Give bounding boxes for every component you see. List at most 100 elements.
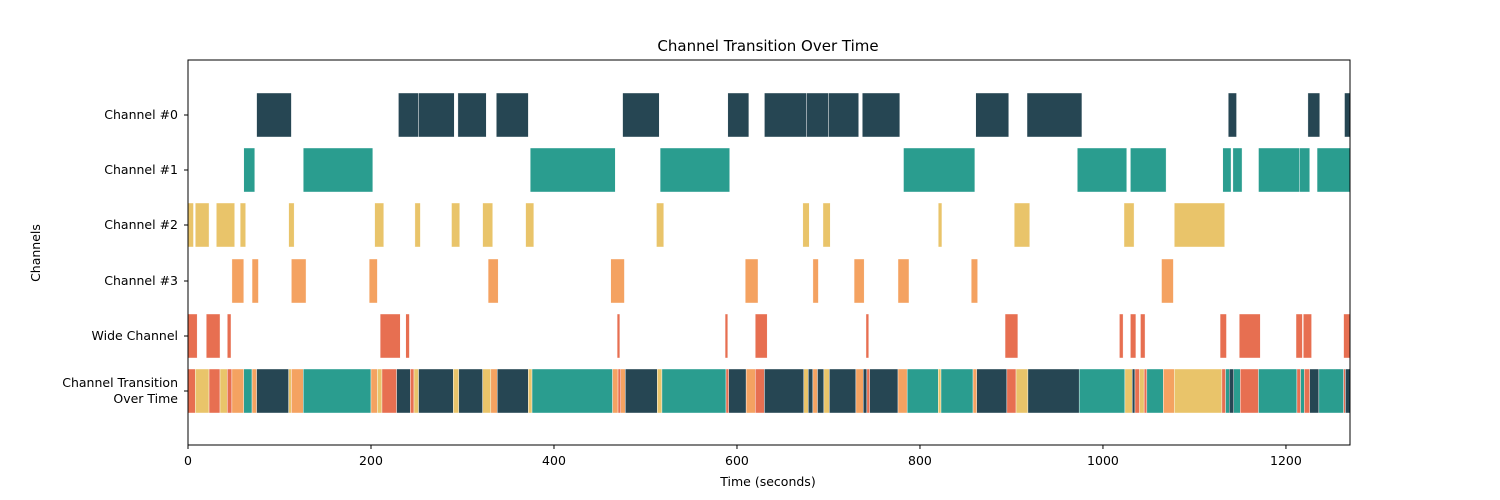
segment-bar: [482, 368, 492, 414]
segment-bar: [1239, 368, 1259, 414]
segment-bar: [303, 147, 374, 193]
segment-bar: [231, 368, 245, 414]
segment-bar: [413, 368, 419, 414]
chart-title: Channel Transition Over Time: [657, 37, 878, 55]
y-axis-label: Channels: [28, 224, 43, 282]
segment-bar: [657, 368, 663, 414]
segment-bar: [291, 258, 307, 304]
segment-bar: [1239, 313, 1261, 359]
segment-bar: [381, 368, 397, 414]
segment-bar: [1174, 202, 1225, 248]
x-axis-label: Time (seconds): [719, 474, 815, 489]
segment-bar: [1295, 313, 1303, 359]
row-3: [231, 258, 1174, 304]
y-tick-label: Channel Transition Over Time: [62, 375, 178, 406]
segment-bar: [940, 368, 974, 414]
segment-bar: [1163, 368, 1175, 414]
segment-bar: [410, 368, 415, 414]
row-5: [187, 368, 1351, 414]
segment-bar: [1015, 368, 1029, 414]
segment-bar: [865, 313, 869, 359]
segment-bar: [216, 202, 235, 248]
segment-bar: [822, 202, 831, 248]
segment-bar: [1014, 202, 1030, 248]
x-axis: 0 200 400 600 800 1000 1200: [184, 445, 1302, 468]
segment-bar: [1119, 313, 1124, 359]
segment-bar: [451, 202, 460, 248]
x-tick-label: 400: [542, 453, 566, 468]
segment-bar: [863, 368, 868, 414]
segment-bar: [862, 92, 901, 138]
segment-bar: [812, 368, 818, 414]
segment-bar: [396, 368, 411, 414]
segment-bar: [288, 202, 295, 248]
segment-bar: [1123, 202, 1135, 248]
segment-bar: [976, 368, 1008, 414]
segment-bar: [1077, 147, 1127, 193]
segment-bar: [231, 258, 245, 304]
segment-bar: [869, 368, 899, 414]
segment-bar: [1318, 368, 1344, 414]
segment-bar: [855, 368, 864, 414]
x-tick-label: 1000: [1087, 453, 1119, 468]
segment-bar: [1344, 92, 1351, 138]
segment-bar: [530, 147, 616, 193]
segment-bar: [379, 313, 401, 359]
segment-bar: [724, 313, 729, 359]
segment-bar: [1233, 368, 1241, 414]
segment-bar: [812, 258, 819, 304]
segment-bar: [1140, 313, 1146, 359]
segment-bar: [1296, 368, 1301, 414]
segment-bar: [828, 92, 859, 138]
segment-bar: [803, 368, 809, 414]
segment-bar: [187, 313, 198, 359]
segment-bar: [938, 368, 942, 414]
y-tick-label: Channel #1: [104, 162, 178, 177]
segment-bar: [418, 92, 455, 138]
segment-bar: [288, 368, 292, 414]
segment-bar: [405, 313, 410, 359]
segment-bar: [487, 258, 499, 304]
y-tick-label: Wide Channel: [92, 328, 178, 343]
segment-bar: [853, 258, 865, 304]
segment-bar: [187, 202, 194, 248]
segment-bar: [1345, 368, 1351, 414]
segment-bar: [377, 368, 383, 414]
y-tick-label: Channel #0: [104, 107, 178, 122]
segment-bar: [1161, 258, 1174, 304]
segment-bar: [903, 147, 976, 193]
segment-bar: [764, 92, 807, 138]
segment-bar: [802, 202, 810, 248]
segment-bar: [1026, 92, 1083, 138]
x-tick-label: 1200: [1270, 453, 1302, 468]
segment-bar: [251, 258, 259, 304]
segment-bar: [482, 202, 493, 248]
segment-bar: [398, 92, 419, 138]
segment-bar: [1222, 147, 1232, 193]
segment-bar: [817, 368, 825, 414]
segment-bar: [1232, 147, 1243, 193]
segment-bar: [725, 368, 729, 414]
segment-bar: [625, 368, 658, 414]
segment-bar: [1139, 368, 1145, 414]
plot-frame: [187, 59, 1351, 446]
segment-bar: [612, 368, 619, 414]
segment-bar: [745, 368, 756, 414]
segment-bar: [617, 368, 621, 414]
x-tick-label: 0: [184, 453, 192, 468]
row-0: [256, 92, 1351, 138]
y-tick-label: Channel #2: [104, 217, 178, 232]
segment-bar: [1132, 368, 1136, 414]
segment-bar: [661, 368, 727, 414]
segment-bar: [971, 258, 978, 304]
row-2: [187, 202, 1225, 248]
segment-bar: [453, 368, 460, 414]
segment-bar: [496, 92, 529, 138]
segment-bar: [1299, 147, 1310, 193]
segment-bar: [1258, 147, 1300, 193]
segment-bar: [531, 368, 613, 414]
segment-bar: [1300, 368, 1305, 414]
segment-bar: [1307, 92, 1321, 138]
segment-bar: [256, 368, 289, 414]
segment-bar: [195, 202, 210, 248]
